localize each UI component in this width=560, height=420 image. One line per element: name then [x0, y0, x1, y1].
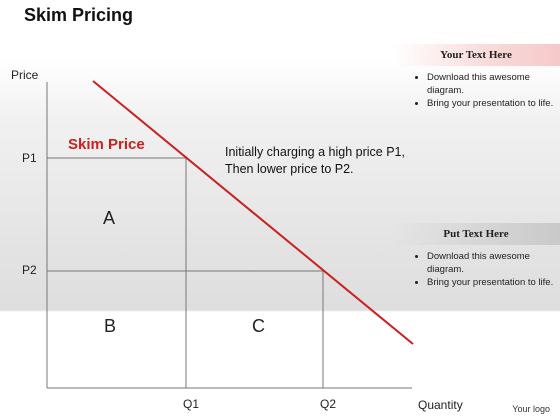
- skim-price-curve: [92, 80, 414, 345]
- tick-label-p1: P1: [22, 151, 37, 165]
- panel-2-header: Put Text Here: [392, 223, 560, 245]
- slide-title: Skim Pricing: [24, 5, 134, 25]
- logo-placeholder: Your logo: [512, 404, 550, 414]
- x-axis-label: Quantity: [418, 398, 463, 412]
- panel-1-item-2: Bring your presentation to life.: [427, 98, 560, 111]
- tick-label-p2: P2: [22, 263, 37, 277]
- tick-label-q2: Q2: [320, 397, 336, 411]
- text-panel-1: Your Text Here Download this awesome dia…: [392, 44, 560, 112]
- annotation-line-1: Initially charging a high price P1,: [225, 145, 405, 159]
- region-label-b: B: [104, 316, 116, 336]
- panel-2-item-1: Download this awesome diagram.: [427, 251, 560, 276]
- skim-price-label: Skim Price: [68, 136, 145, 153]
- y-axis-label: Price: [11, 68, 39, 82]
- region-label-c: C: [252, 316, 265, 336]
- region-label-a: A: [103, 208, 115, 228]
- panel-1-list: Download this awesome diagram. Bring you…: [392, 72, 560, 111]
- panel-2-list: Download this awesome diagram. Bring you…: [392, 251, 560, 290]
- tick-label-q1: Q1: [183, 397, 199, 411]
- panel-1-header: Your Text Here: [392, 44, 560, 66]
- panel-1-item-1: Download this awesome diagram.: [427, 72, 560, 97]
- text-panel-2: Put Text Here Download this awesome diag…: [392, 223, 560, 291]
- annotation-line-2: Then lower price to P2.: [225, 162, 354, 176]
- panel-2-item-2: Bring your presentation to life.: [427, 277, 560, 290]
